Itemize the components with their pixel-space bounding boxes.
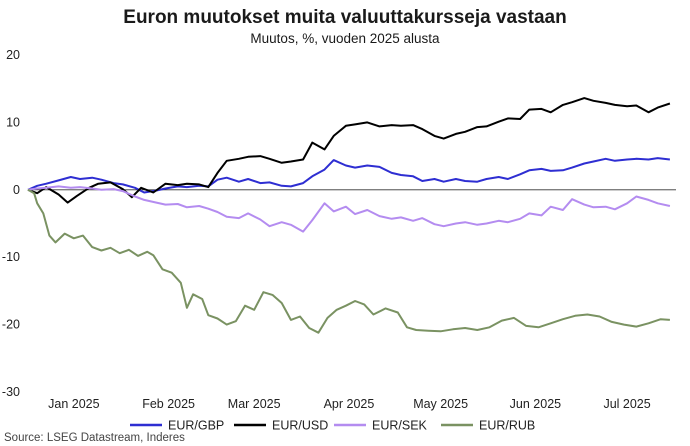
legend-label: EUR/SEK (372, 419, 428, 433)
series-line-eur-rub (27, 188, 670, 334)
chart-subtitle: Muutos, %, vuoden 2025 alusta (250, 31, 440, 46)
y-tick-label: -20 (2, 318, 20, 332)
x-tick-label: Apr 2025 (324, 397, 375, 411)
legend-label: EUR/GBP (168, 419, 224, 433)
legend: EUR/GBP EUR/USD EUR/SEK EUR/RUB (130, 419, 535, 433)
y-tick-label: 20 (6, 48, 20, 62)
x-tick-label: Jun 2025 (510, 397, 561, 411)
x-axis: Jan 2025 Feb 2025 Mar 2025 Apr 2025 May 2025… (48, 397, 651, 411)
x-tick-label: Jul 2025 (603, 397, 650, 411)
series-line-eur-usd (27, 97, 671, 204)
series-line-eur-sek (27, 185, 671, 233)
legend-label: EUR/RUB (479, 419, 535, 433)
y-tick-label: 10 (6, 115, 20, 129)
x-tick-label: May 2025 (413, 397, 468, 411)
x-tick-label: Feb 2025 (142, 397, 195, 411)
y-tick-label: -10 (2, 250, 20, 264)
y-tick-label: 0 (13, 183, 20, 197)
source-note: Source: LSEG Datastream, Inderes (4, 432, 185, 444)
y-tick-label: -30 (2, 385, 20, 399)
legend-label: EUR/USD (272, 419, 328, 433)
x-tick-label: Jan 2025 (48, 397, 99, 411)
chart-title: Euron muutokset muita valuuttakursseja v… (123, 7, 566, 28)
x-tick-label: Mar 2025 (228, 397, 281, 411)
series-lines (27, 97, 671, 334)
series-line-eur-gbp (27, 157, 671, 194)
y-axis: 20 10 0 -10 -20 -30 (2, 48, 676, 399)
